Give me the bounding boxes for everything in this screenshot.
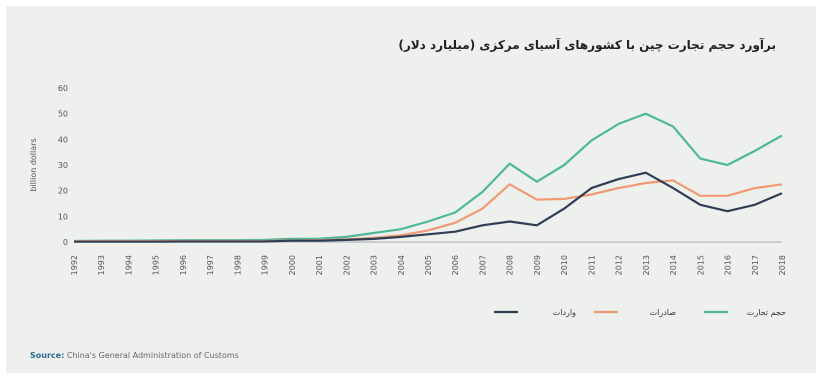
x-tick-label: 2012 [615, 255, 624, 275]
legend-label: واردات [553, 308, 576, 317]
x-tick-label: 1994 [124, 255, 133, 275]
y-tick-label: 40 [58, 135, 68, 144]
source-label: Source: [30, 351, 65, 360]
x-tick-label: 2009 [533, 255, 542, 275]
x-tick-label: 2003 [370, 255, 379, 275]
x-tick-label: 2017 [751, 255, 760, 275]
x-tick-label: 2002 [342, 255, 351, 275]
x-tick-label: 1995 [152, 255, 161, 275]
y-tick-label: 20 [58, 187, 68, 196]
y-tick-label: 50 [58, 110, 68, 119]
x-tick-label: 2001 [315, 255, 324, 275]
x-tick-label: 2008 [506, 255, 515, 275]
series-line [74, 171, 783, 243]
x-tick-label: 2004 [397, 255, 406, 275]
x-tick-label: 1999 [261, 255, 270, 275]
chart-canvas: billion dollars 0 10 20 30 40 50 60 1992 1993 1994… [29, 84, 787, 317]
y-tick-label: 0 [63, 238, 68, 247]
x-tick-label: 2006 [451, 255, 460, 275]
x-tick-label: 2005 [424, 255, 433, 275]
x-tick-label: 1993 [97, 255, 106, 275]
x-tick-label: 1997 [206, 255, 215, 275]
x-tick-label: 2011 [587, 255, 596, 275]
legend-label: صادرات [650, 308, 677, 317]
x-tick-label: 2007 [478, 255, 487, 275]
x-tick-label: 2013 [642, 255, 651, 275]
chart-panel: برآورد حجم تجارت چین با کشورهای آسیای مر… [6, 6, 816, 373]
x-tick-label: 2016 [724, 255, 733, 275]
y-tick-label: 60 [58, 84, 68, 93]
source-note: Source: China's General Administration o… [30, 351, 239, 360]
x-tick-label: 2010 [560, 255, 569, 275]
x-tick-label: 2018 [778, 255, 787, 275]
x-tick-label: 1996 [179, 255, 188, 275]
y-tick-label: 30 [58, 161, 68, 170]
x-tick-label: 2015 [696, 255, 705, 275]
x-tick-label: 1998 [233, 255, 242, 275]
source-text: China's General Administration of Custom… [66, 351, 239, 360]
legend-label: حجم تجارت [747, 308, 786, 317]
x-tick-label: 1992 [70, 255, 79, 275]
series-line [73, 112, 783, 243]
x-tick-label: 2000 [288, 255, 297, 275]
y-axis-label: billion dollars [29, 138, 38, 191]
x-tick-label: 2014 [669, 255, 678, 275]
chart-title: برآورد حجم تجارت چین با کشورهای آسیای مر… [398, 38, 776, 52]
y-tick-label: 10 [58, 212, 68, 221]
